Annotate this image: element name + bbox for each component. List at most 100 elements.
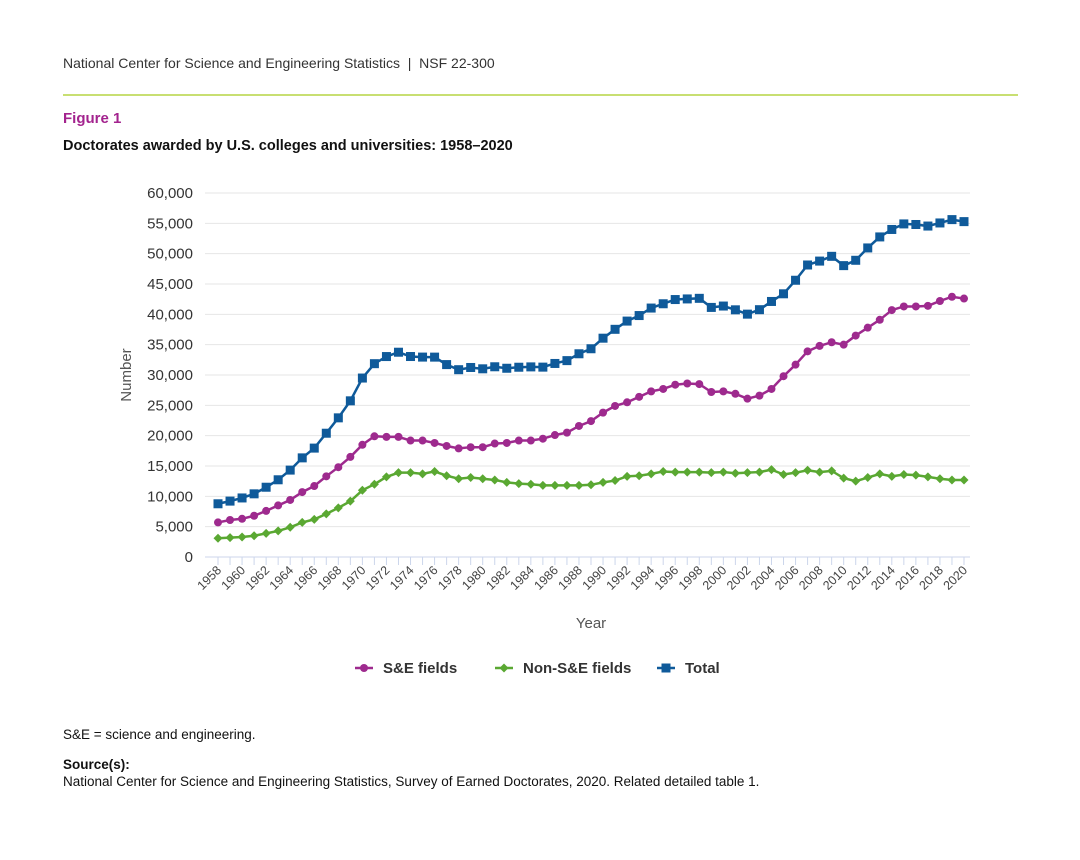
data-point-s-e-fields: [262, 506, 271, 515]
legend-marker-non-s-e-fields: [499, 663, 509, 673]
x-tick-label: 1998: [676, 563, 706, 593]
data-point-non-s-e-fields: [610, 476, 620, 486]
data-point-s-e-fields: [587, 417, 595, 426]
data-point-s-e-fields: [550, 431, 559, 440]
data-point-s-e-fields: [815, 341, 824, 350]
data-point-total: [887, 224, 897, 234]
y-tick-label: 40,000: [147, 306, 193, 323]
data-point-s-e-fields: [502, 438, 511, 447]
data-point-total: [827, 251, 837, 261]
data-point-non-s-e-fields: [381, 472, 391, 482]
data-point-total: [803, 260, 813, 270]
y-tick-label: 60,000: [147, 185, 193, 202]
data-point-non-s-e-fields: [273, 526, 283, 536]
data-point-non-s-e-fields: [766, 465, 776, 475]
data-point-s-e-fields: [490, 439, 499, 448]
x-tick-label: 2012: [844, 563, 874, 593]
data-point-total: [285, 465, 295, 475]
data-point-non-s-e-fields: [718, 467, 728, 477]
data-point-total: [610, 324, 620, 334]
y-axis-title: Number: [118, 348, 135, 401]
data-point-s-e-fields: [935, 296, 944, 305]
data-point-total: [947, 215, 957, 225]
data-point-s-e-fields: [803, 347, 812, 356]
x-tick-label: 1980: [459, 563, 489, 593]
data-point-total: [321, 428, 331, 438]
data-point-s-e-fields: [839, 340, 848, 349]
data-point-non-s-e-fields: [935, 474, 945, 484]
data-point-non-s-e-fields: [297, 517, 307, 527]
data-point-total: [899, 219, 909, 229]
data-point-s-e-fields: [647, 387, 656, 396]
data-point-s-e-fields: [526, 436, 535, 445]
data-point-total: [418, 352, 428, 362]
x-axis-title: Year: [576, 615, 606, 632]
data-point-non-s-e-fields: [333, 503, 343, 513]
data-point-s-e-fields: [406, 436, 415, 445]
data-point-total: [502, 363, 512, 373]
data-point-non-s-e-fields: [393, 468, 403, 478]
data-point-total: [550, 358, 560, 368]
data-point-total: [851, 255, 861, 265]
x-tick-label: 2014: [868, 563, 898, 593]
data-point-total: [718, 301, 728, 311]
data-point-total: [381, 352, 391, 362]
data-point-non-s-e-fields: [369, 479, 379, 489]
data-point-non-s-e-fields: [827, 466, 837, 476]
data-point-s-e-fields: [286, 495, 295, 504]
data-point-total: [911, 219, 921, 229]
data-point-total: [586, 344, 596, 354]
data-point-non-s-e-fields: [646, 469, 656, 479]
data-point-non-s-e-fields: [586, 480, 596, 490]
y-tick-label: 50,000: [147, 246, 193, 263]
data-point-total: [694, 293, 704, 303]
data-point-s-e-fields: [707, 387, 716, 396]
report-header: National Center for Science and Engineer…: [63, 55, 495, 71]
data-point-s-e-fields: [755, 391, 764, 400]
data-point-non-s-e-fields: [442, 471, 452, 481]
data-point-total: [478, 364, 488, 374]
data-point-non-s-e-fields: [754, 467, 764, 477]
data-point-s-e-fields: [346, 452, 355, 461]
x-tick-label: 2010: [820, 563, 850, 593]
data-point-s-e-fields: [442, 441, 451, 450]
data-point-total: [935, 218, 945, 228]
y-tick-label: 45,000: [147, 276, 193, 293]
data-point-s-e-fields: [923, 301, 932, 310]
data-point-total: [730, 305, 740, 315]
data-point-s-e-fields: [394, 432, 403, 441]
data-point-total: [839, 261, 849, 271]
data-point-total: [682, 294, 692, 304]
data-point-s-e-fields: [827, 338, 836, 347]
data-point-total: [791, 275, 801, 285]
data-point-s-e-fields: [538, 434, 547, 443]
data-point-s-e-fields: [310, 482, 319, 491]
x-tick-label: 1968: [315, 563, 345, 593]
data-point-total: [754, 305, 764, 315]
y-tick-label: 0: [185, 549, 193, 566]
data-point-total: [406, 352, 416, 362]
data-point-non-s-e-fields: [249, 531, 259, 541]
data-point-non-s-e-fields: [622, 471, 632, 481]
x-tick-label: 1972: [363, 563, 393, 593]
x-tick-label: 2004: [748, 563, 778, 593]
x-tick-label: 1994: [628, 563, 658, 593]
data-point-s-e-fields: [418, 436, 427, 445]
data-point-total: [766, 296, 776, 306]
figure-title: Doctorates awarded by U.S. colleges and …: [63, 138, 513, 154]
x-tick-label: 1964: [267, 563, 297, 593]
data-point-total: [646, 303, 656, 313]
data-point-total: [779, 289, 789, 299]
data-point-non-s-e-fields: [574, 480, 584, 490]
legend-label-non-s-e-fields: Non-S&E fields: [523, 660, 631, 677]
data-point-total: [249, 489, 259, 499]
data-point-total: [514, 362, 524, 372]
x-tick-label: 1958: [195, 563, 225, 593]
data-point-non-s-e-fields: [526, 479, 536, 489]
x-tick-label: 2008: [796, 563, 826, 593]
x-tick-label: 1988: [556, 563, 586, 593]
header-divider: [63, 94, 1018, 96]
y-tick-label: 5,000: [155, 519, 193, 536]
data-point-total: [574, 349, 584, 359]
